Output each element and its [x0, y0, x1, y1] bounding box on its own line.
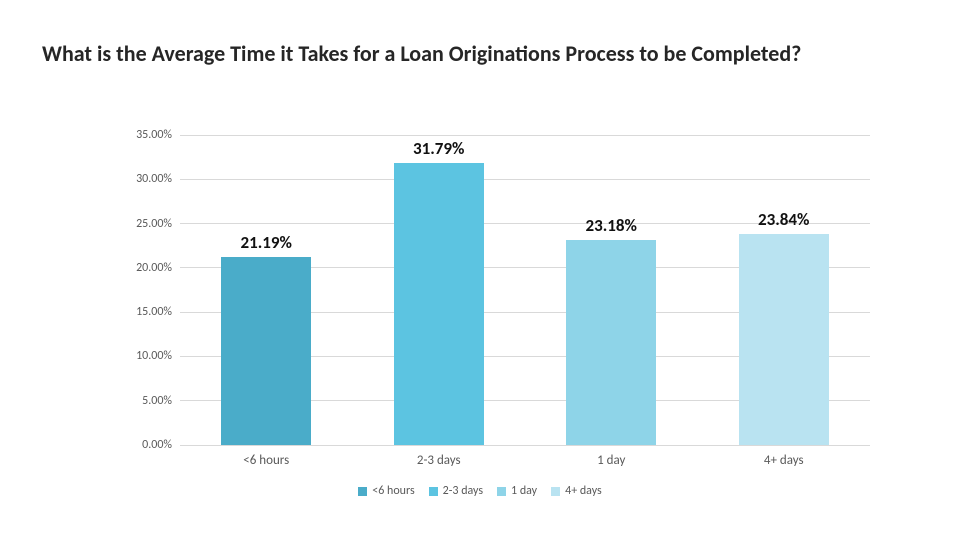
y-axis-tick-label: 10.00%	[136, 349, 180, 363]
legend-label: 1 day	[511, 484, 537, 498]
legend-item: 2-3 days	[429, 484, 483, 498]
bar: 31.79%	[394, 163, 484, 445]
y-axis-tick-label: 20.00%	[136, 261, 180, 275]
bar-value-label: 21.19%	[241, 232, 292, 253]
bar: 23.84%	[739, 234, 829, 445]
legend-item: 1 day	[497, 484, 537, 498]
grid-line	[180, 179, 870, 180]
legend-label: 4+ days	[565, 484, 602, 498]
bar: 23.18%	[566, 240, 656, 445]
legend-swatch	[497, 487, 506, 496]
x-axis-tick-label: <6 hours	[243, 453, 289, 468]
y-axis-tick-label: 30.00%	[136, 172, 180, 186]
chart-plot-area: 0.00%5.00%10.00%15.00%20.00%25.00%30.00%…	[180, 135, 870, 445]
bar-value-label: 23.84%	[758, 209, 809, 230]
grid-line	[180, 135, 870, 136]
legend-label: <6 hours	[372, 484, 414, 498]
bar: 21.19%	[221, 257, 311, 445]
y-axis-tick-label: 35.00%	[136, 128, 180, 142]
legend-item: 4+ days	[551, 484, 602, 498]
legend-swatch	[551, 487, 560, 496]
chart-title: What is the Average Time it Takes for a …	[42, 40, 918, 68]
legend-swatch	[429, 487, 438, 496]
y-axis-tick-label: 5.00%	[142, 394, 180, 408]
bar-value-label: 23.18%	[586, 215, 637, 236]
bar-value-label: 31.79%	[413, 138, 464, 159]
chart-legend: <6 hours 2-3 days 1 day 4+ days	[0, 484, 960, 498]
legend-label: 2-3 days	[443, 484, 483, 498]
x-axis-tick-label: 2-3 days	[417, 453, 461, 468]
y-axis-tick-label: 0.00%	[142, 438, 180, 452]
legend-item: <6 hours	[358, 484, 414, 498]
legend-swatch	[358, 487, 367, 496]
y-axis-tick-label: 25.00%	[136, 217, 180, 231]
x-axis-tick-label: 1 day	[597, 453, 625, 468]
y-axis-tick-label: 15.00%	[136, 305, 180, 319]
x-axis-tick-label: 4+ days	[764, 453, 804, 468]
